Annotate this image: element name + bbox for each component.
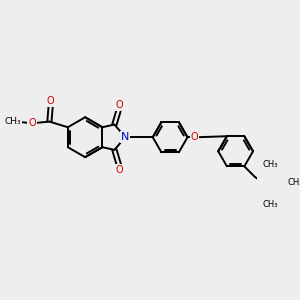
Text: O: O: [115, 100, 123, 110]
Text: CH₃: CH₃: [4, 117, 21, 126]
Text: CH₃: CH₃: [262, 200, 278, 209]
Text: O: O: [115, 165, 123, 175]
Text: CH₃: CH₃: [288, 178, 300, 187]
Text: O: O: [28, 118, 36, 128]
Text: CH₃: CH₃: [262, 160, 278, 169]
Text: N: N: [121, 132, 130, 142]
Text: O: O: [47, 96, 55, 106]
Text: O: O: [191, 132, 199, 142]
